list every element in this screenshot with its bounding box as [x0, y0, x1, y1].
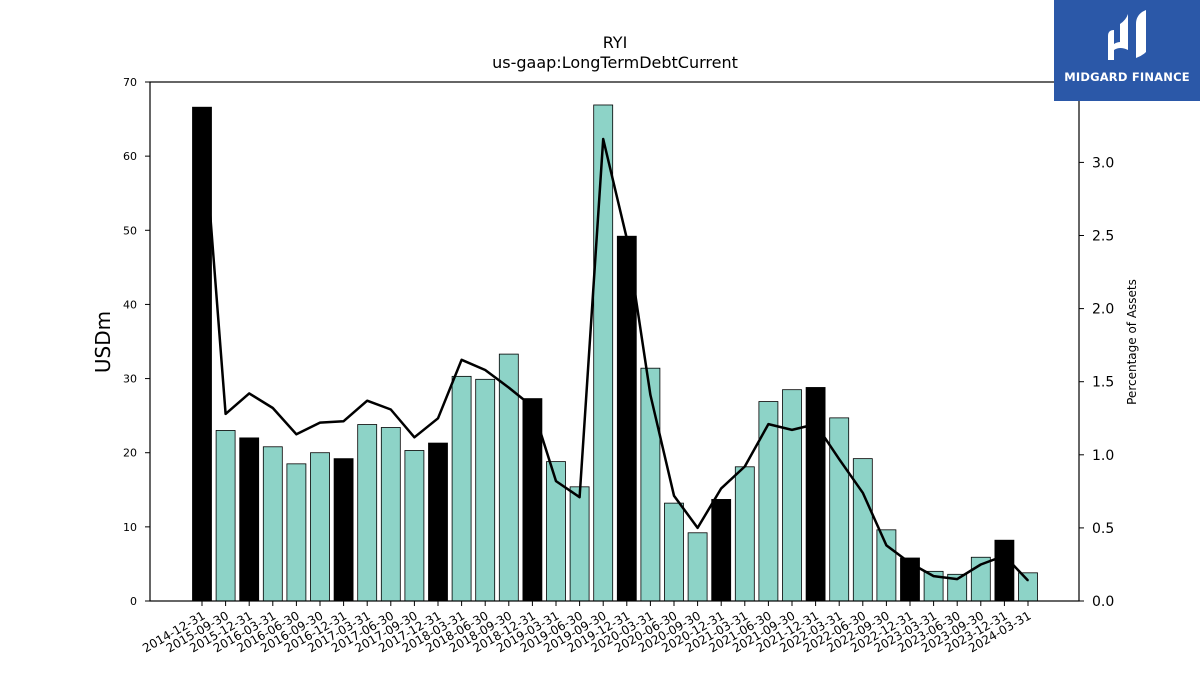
line-point: [319, 421, 321, 424]
bar: [640, 367, 661, 602]
line-point: [578, 496, 581, 499]
series-line: [200, 108, 1029, 582]
line-point: [602, 138, 604, 140]
bar: [805, 387, 826, 602]
y2-tick-label: 1.0: [1092, 448, 1114, 464]
line-point: [696, 527, 699, 529]
bar: [380, 427, 401, 602]
line-point: [508, 386, 510, 389]
bar: [829, 417, 850, 602]
chart-subtitle: us-gaap:LongTermDebtCurrent: [492, 53, 738, 72]
y-tick-label: 20: [123, 447, 137, 460]
line-point: [224, 413, 227, 415]
line-point: [791, 429, 793, 431]
bar: [333, 458, 354, 602]
line-point: [932, 575, 935, 577]
bar: [711, 499, 732, 602]
line-point: [767, 423, 770, 425]
bar: [687, 532, 708, 602]
bar: [357, 424, 378, 602]
bar: [734, 466, 755, 602]
bar: [758, 401, 779, 602]
y2-tick-label: 3.0: [1092, 155, 1114, 171]
line-point: [980, 563, 982, 566]
line-point: [272, 407, 274, 409]
bar: [310, 452, 330, 602]
line-point: [1027, 579, 1029, 582]
y-tick-label: 70: [123, 76, 137, 89]
y-tick-label: 50: [123, 224, 137, 237]
line-point: [885, 544, 888, 547]
bar: [782, 389, 802, 602]
plot-frame: [149, 81, 1080, 602]
line-point: [366, 399, 369, 402]
line-point: [437, 417, 439, 420]
bar: [900, 557, 920, 602]
y2-tick-label: 2.5: [1092, 229, 1114, 245]
line-point: [649, 394, 652, 396]
line-point: [460, 358, 463, 361]
logo: MIDGARD FINANCE: [1054, 0, 1200, 101]
bar: [994, 539, 1015, 602]
line-point: [909, 562, 911, 564]
line-point: [531, 405, 534, 408]
logo-text: MIDGARD FINANCE: [1064, 70, 1190, 84]
chart-title: RYI: [603, 33, 628, 52]
logo-mark-icon: [1108, 10, 1146, 60]
bar: [286, 463, 307, 602]
bar: [876, 529, 897, 602]
line-point: [626, 237, 628, 240]
line-point: [248, 392, 250, 395]
line-point: [413, 436, 416, 439]
y-tick-label: 60: [123, 150, 137, 163]
bar: [215, 430, 236, 602]
bar: [451, 375, 472, 602]
y2-tick-label: 2.0: [1092, 302, 1114, 318]
line-point: [720, 487, 722, 490]
y2-axis-label: Percentage of Assets: [1125, 279, 1139, 405]
bar: [404, 450, 425, 602]
line-point: [295, 433, 298, 436]
y-axis-label: USDm: [91, 311, 115, 373]
y-tick-label: 40: [123, 298, 137, 311]
bar: [475, 378, 496, 602]
plot-area: 0102030405060700.00.51.01.52.02.53.02014…: [123, 76, 1114, 655]
bar: [498, 353, 519, 602]
bar: [569, 486, 590, 602]
bar: [593, 104, 614, 602]
line-point: [342, 420, 345, 422]
bar: [239, 437, 260, 602]
line-point: [201, 107, 203, 110]
y2-tick-label: 0.0: [1092, 594, 1114, 610]
line-point: [744, 465, 746, 468]
y-tick-label: 0: [130, 595, 137, 608]
bar: [664, 502, 684, 602]
line-point: [814, 423, 817, 425]
line-point: [484, 369, 487, 371]
line-point: [1003, 554, 1006, 557]
bar: [262, 446, 283, 602]
bar: [616, 235, 637, 602]
bar: [852, 458, 873, 602]
y-tick-label: 30: [123, 373, 137, 386]
y2-tick-label: 1.5: [1092, 375, 1114, 391]
bar: [428, 442, 448, 602]
line-point: [862, 492, 864, 494]
line-point: [673, 494, 675, 497]
line-point: [390, 408, 392, 411]
line-point: [838, 458, 840, 460]
bar: [1018, 572, 1038, 602]
y-tick-label: 10: [123, 521, 137, 534]
line-point: [956, 578, 958, 580]
line-point: [555, 480, 557, 482]
y2-tick-label: 0.5: [1092, 521, 1114, 537]
